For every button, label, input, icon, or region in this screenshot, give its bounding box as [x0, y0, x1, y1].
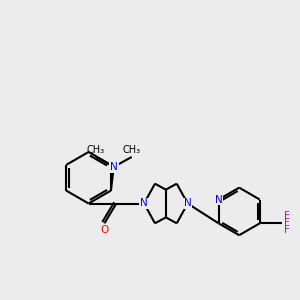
- Text: CH₃: CH₃: [123, 145, 141, 155]
- Text: F: F: [284, 218, 290, 228]
- Text: N: N: [184, 199, 191, 208]
- Text: N: N: [110, 162, 118, 172]
- Text: F: F: [284, 225, 290, 235]
- Text: CH₃: CH₃: [87, 145, 105, 155]
- Text: F: F: [284, 212, 290, 221]
- Text: N: N: [215, 194, 222, 205]
- Text: N: N: [140, 199, 148, 208]
- Text: O: O: [100, 225, 109, 235]
